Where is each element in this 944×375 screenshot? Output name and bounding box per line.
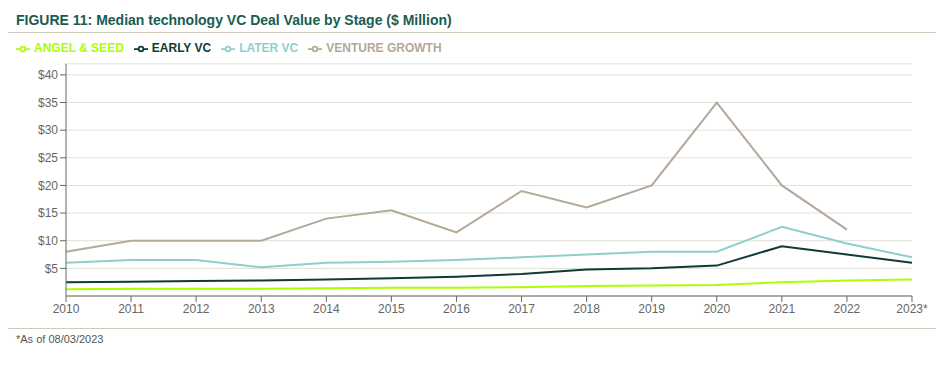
svg-text:2015: 2015 [378,302,405,316]
svg-text:$10: $10 [38,234,58,248]
html-text:*As of 08/03/2023: *As of 08/03/2023 [16,333,104,345]
html-text:LATER VC: LATER VC [239,41,299,55]
svg-text:2016: 2016 [443,302,470,316]
svg-text:2014: 2014 [313,302,340,316]
svg-text:2019: 2019 [638,302,665,316]
svg-text:2011: 2011 [118,302,144,316]
svg-text:2021: 2021 [768,302,795,316]
svg-text:$5: $5 [45,262,59,276]
svg-text:2018: 2018 [573,302,600,316]
svg-text:$35: $35 [38,96,58,110]
svg-text:$40: $40 [38,68,58,82]
svg-text:2022: 2022 [834,302,861,316]
html-text:VENTURE GROWTH: VENTURE GROWTH [326,41,442,55]
svg-text:2013: 2013 [248,302,275,316]
svg-text:2012: 2012 [183,302,210,316]
svg-text:2017: 2017 [508,302,535,316]
svg-text:$30: $30 [38,123,58,137]
html-text:FIGURE 11: Median technology V: FIGURE 11: Median technology VC Deal Val… [16,12,452,28]
svg-text:2010: 2010 [53,302,80,316]
svg-text:$20: $20 [38,179,58,193]
html-text:ANGEL & SEED: ANGEL & SEED [34,41,124,55]
svg-text:2020: 2020 [703,302,730,316]
svg-text:2023*: 2023* [896,302,928,316]
svg-text:$15: $15 [38,206,58,220]
svg-text:$25: $25 [38,151,58,165]
html-text:EARLY VC: EARLY VC [151,41,212,55]
